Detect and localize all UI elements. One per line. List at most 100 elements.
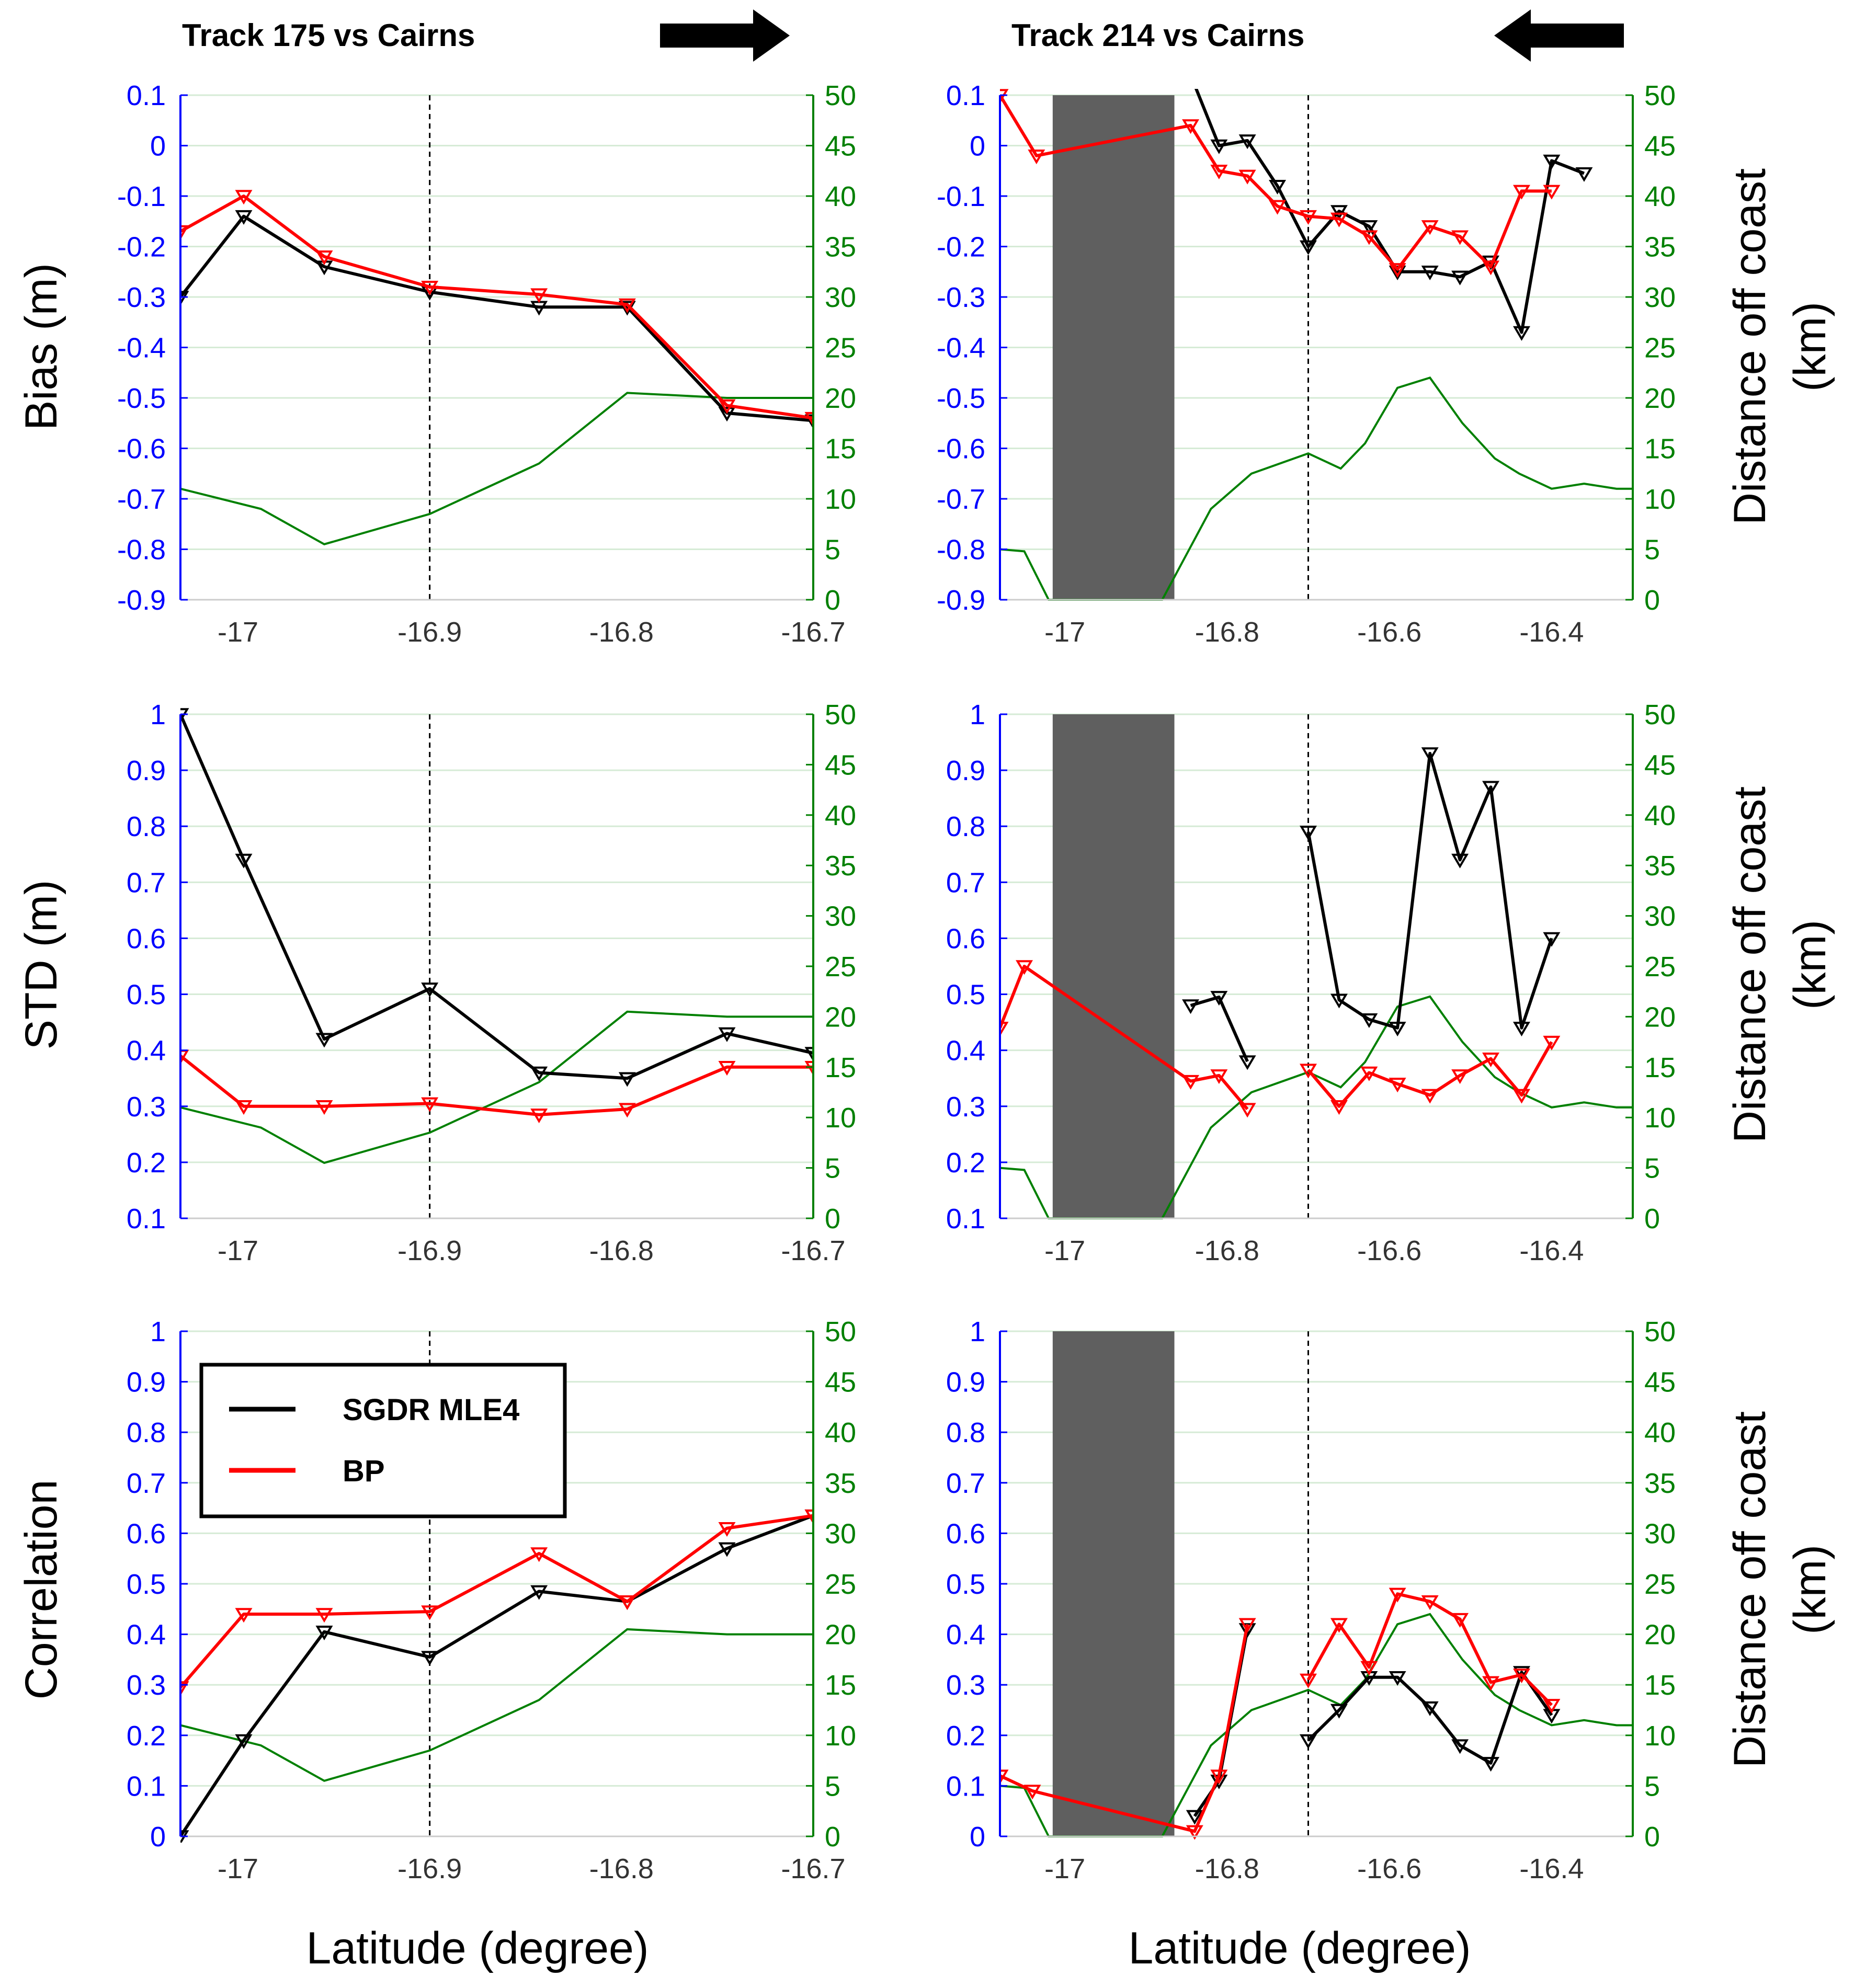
t175-std-ytick-label: 0.1 — [127, 1203, 166, 1235]
t214-bias-y2tick-label: 5 — [1644, 534, 1660, 566]
t175-std-sgdr-point — [315, 1033, 333, 1048]
panel-t214-corr: 00.10.20.30.40.50.60.70.80.9105101520253… — [946, 1316, 1676, 1884]
t175-bias-bp-point — [618, 298, 636, 313]
t175-corr-sgdr-point — [718, 1542, 736, 1557]
t214-corr-bp-point — [1186, 1825, 1203, 1840]
t214-corr-ytick-label: 0.2 — [946, 1720, 985, 1752]
t214-bias-sgdr-point — [1299, 240, 1317, 255]
t175-bias-ytick-label: -0.6 — [117, 433, 166, 465]
t175-bias-ytick-label: -0.7 — [117, 484, 166, 515]
t175-std-bp-point — [315, 1100, 333, 1115]
t214-bias-bp-point — [1269, 200, 1287, 215]
t214-bias-bp-point — [1451, 230, 1469, 245]
t175-corr-bp-line — [180, 1514, 813, 1688]
t175-bias-bp-point — [718, 399, 736, 414]
t175-corr-y2tick-label: 30 — [825, 1518, 856, 1549]
t214-std-ytick-label: 0.7 — [946, 867, 985, 898]
title-right: Track 214 vs Cairns — [1011, 18, 1304, 53]
t175-std-sgdr-point — [530, 1066, 548, 1081]
t214-corr-bp-point — [1000, 1769, 1009, 1785]
t214-bias-sgdr-point — [1543, 154, 1561, 169]
t175-bias-bp-line — [180, 195, 813, 420]
t214-std-bp-line — [1307, 1041, 1553, 1108]
t214-corr-bp-point — [1482, 1676, 1500, 1691]
t214-corr-xtick-label: -16.8 — [1195, 1853, 1259, 1884]
t175-bias-y2tick-label: 35 — [825, 232, 856, 263]
t214-corr-sgdr-point — [1482, 1757, 1500, 1772]
ylabel-right-bias-line1: Distance off coast — [1725, 168, 1775, 525]
t214-corr-land-gap — [1052, 1331, 1175, 1836]
t175-std-y2tick-label: 45 — [825, 749, 856, 781]
t214-corr-sgdr-point — [1299, 1734, 1317, 1749]
panel-t214-bias: -0.9 -0.8 -0.7 -0.6 -0.5 -0.4 -0.3 -0.2 -0.1 0 0.1… — [937, 80, 1676, 648]
t175-bias-y2tick-label: 20 — [825, 383, 856, 414]
t175-std-sgdr-point — [804, 1047, 813, 1062]
t214-std-sgdr-point — [1330, 993, 1348, 1009]
t214-corr-bp-point — [1360, 1661, 1378, 1676]
left-arrow-icon — [1494, 9, 1624, 62]
t175-corr-y2tick-label: 20 — [825, 1619, 856, 1651]
t214-bias-bp-point — [1299, 210, 1317, 225]
t175-corr-bp-point — [530, 1547, 548, 1562]
t214-corr-ytick-label: 0.5 — [946, 1569, 985, 1600]
t175-bias-y2tick-label: 45 — [825, 131, 856, 162]
t214-std-bp-point — [1182, 1075, 1200, 1090]
t214-std-sgdr-point — [1512, 1022, 1530, 1037]
t175-std-sgdr-point — [618, 1072, 636, 1087]
t214-bias-ytick-label: -0.9 — [937, 585, 985, 616]
t214-std-bp-point — [1238, 1103, 1256, 1118]
t214-std-sgdr-point — [1210, 991, 1228, 1006]
t175-bias-bp-point — [180, 225, 189, 240]
t214-bias-bp-point — [1389, 263, 1406, 278]
t175-bias-ytick-label: -0.4 — [117, 333, 166, 364]
t214-std-sgdr-point — [1421, 747, 1439, 762]
t214-std-bp-point — [1482, 1052, 1500, 1068]
t175-bias-bp-point — [530, 288, 548, 303]
t214-bias-bp-line — [1000, 94, 1552, 271]
t175-bias-y2tick-label: 30 — [825, 282, 856, 313]
t214-std-sgdr-line — [1306, 751, 1553, 1030]
t175-corr-ytick-label: 0.6 — [127, 1518, 166, 1549]
t214-bias-bp-point — [1421, 220, 1439, 235]
t175-std-xtick-label: -16.9 — [397, 1235, 462, 1266]
t175-bias-plot-area — [180, 190, 813, 546]
t214-bias-y2tick-label: 10 — [1644, 484, 1676, 515]
t175-corr-sgdr-point — [421, 1651, 439, 1666]
t214-std-bp-point — [1330, 1100, 1348, 1115]
t175-std-y2tick-label: 10 — [825, 1102, 856, 1134]
t214-std-bp-point — [1389, 1078, 1406, 1093]
t214-std-sgdr-line — [1190, 995, 1249, 1062]
t214-corr-ytick-label: 0 — [970, 1821, 985, 1853]
t214-corr-bp-point — [1023, 1785, 1041, 1800]
t214-bias-y2tick-label: 15 — [1644, 433, 1676, 465]
t175-bias-y2tick-label: 5 — [825, 534, 840, 566]
ylabel-right-std-line1: Distance off coast — [1725, 786, 1775, 1143]
t175-std-ytick-label: 0.7 — [127, 867, 166, 898]
t175-bias-y2tick-label: 15 — [825, 433, 856, 465]
t214-corr-bp-point — [1330, 1618, 1348, 1633]
t214-std-y2tick-label: 45 — [1644, 749, 1676, 781]
ylabel-correlation: Correlation — [16, 1480, 66, 1700]
t214-corr-bp-line — [1000, 1624, 1249, 1833]
t214-bias-bp-point — [1028, 150, 1045, 165]
t175-corr-ytick-label: 0.3 — [127, 1670, 166, 1701]
t175-corr-sgdr-line — [180, 1514, 813, 1837]
ylabel-right-corr-line2: (km) — [1785, 1545, 1835, 1635]
t175-std-y2tick-label: 15 — [825, 1052, 856, 1083]
t214-corr-sgdr-point — [1421, 1701, 1439, 1716]
t214-std-sgdr-point — [1182, 999, 1200, 1014]
t214-corr-bp-point — [1512, 1669, 1530, 1684]
t214-std-y2tick-label: 40 — [1644, 800, 1676, 831]
t214-bias-sgdr-line — [1195, 89, 1585, 334]
t175-bias-ytick-label: -0.9 — [117, 585, 166, 616]
t214-std-bp-point — [1016, 960, 1033, 975]
t175-std-xtick-label: -17 — [218, 1235, 258, 1266]
ylabel-right-bias-line2: (km) — [1785, 302, 1835, 392]
t175-corr-y2tick-label: 15 — [825, 1670, 856, 1701]
t214-corr-y2tick-label: 15 — [1644, 1670, 1676, 1701]
title-left: Track 175 vs Cairns — [182, 18, 475, 53]
t214-bias-ytick-label: 0 — [970, 131, 985, 162]
t214-bias-y2tick-label: 20 — [1644, 383, 1676, 414]
t214-bias-ytick-label: -0.4 — [937, 333, 985, 364]
